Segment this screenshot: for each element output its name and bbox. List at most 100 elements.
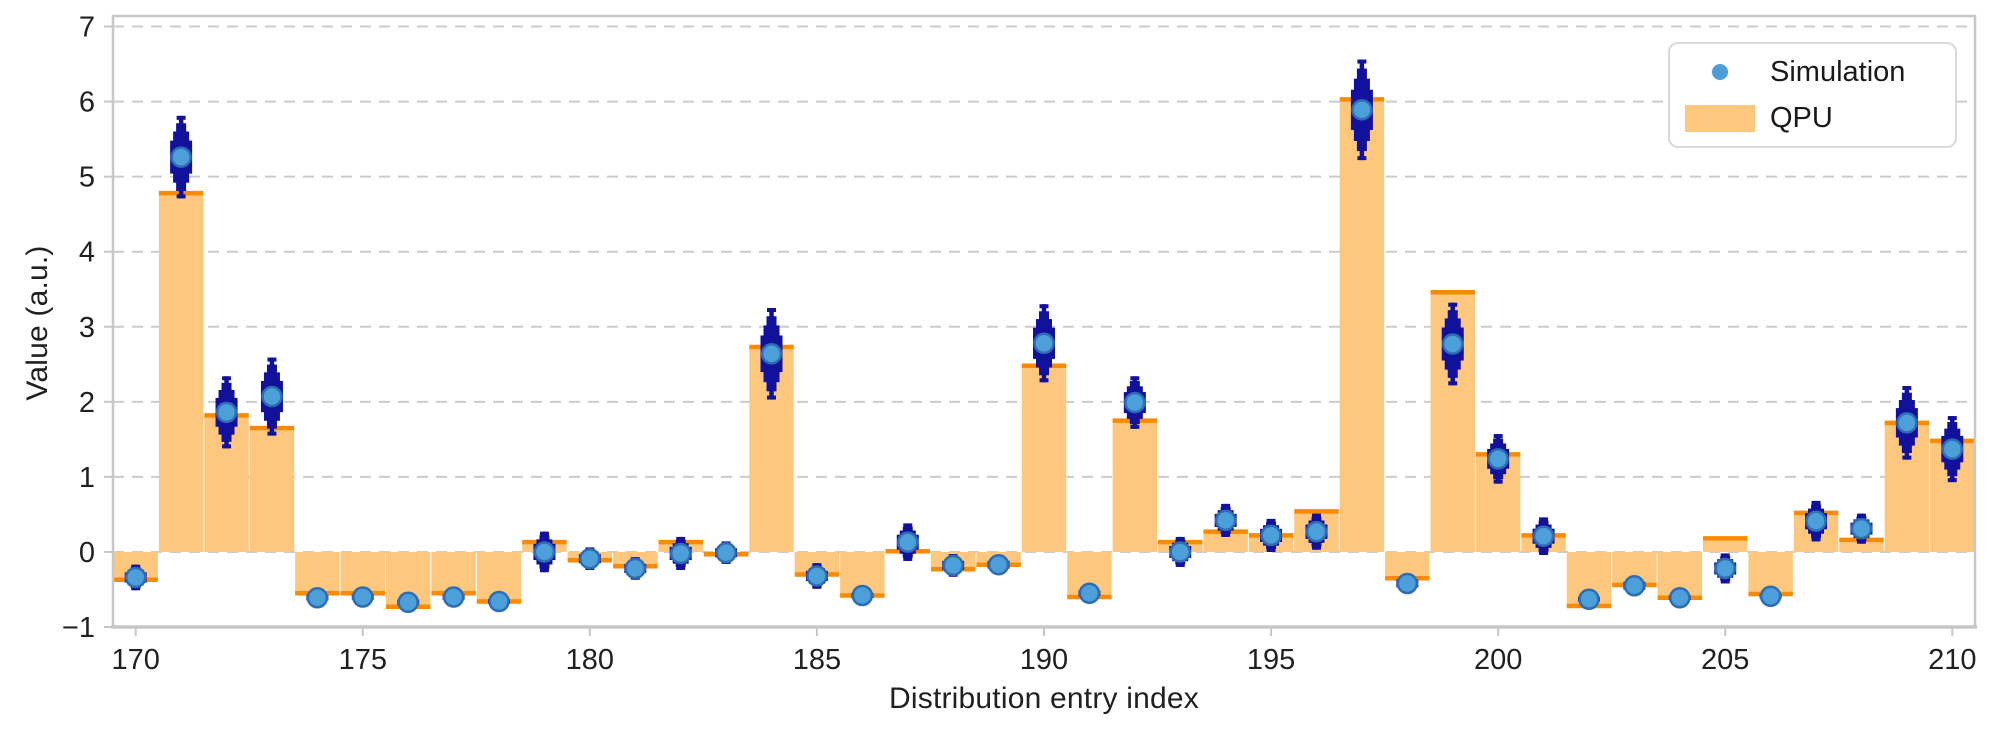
simulation-point: [715, 541, 738, 564]
y-axis-title: Value (a.u.): [21, 245, 54, 401]
simulation-point: [1623, 574, 1646, 597]
sim-errorbar-cap: [1221, 532, 1231, 537]
sim-marker: [1532, 525, 1555, 547]
x-tick-label: 185: [793, 644, 841, 676]
sim-errorbar-cap: [676, 536, 686, 541]
simulation-point: [1759, 585, 1782, 607]
x-tick-label: 200: [1474, 644, 1522, 676]
x-tick-label: 205: [1701, 644, 1749, 676]
sim-errorbar-cap: [1539, 550, 1549, 555]
sim-marker: [1078, 582, 1101, 604]
simulation-point: [1532, 517, 1555, 555]
sim-errorbar-cap: [1311, 545, 1321, 550]
sim-errorbar-cap: [767, 395, 777, 400]
sim-errorbar-cap: [539, 568, 549, 573]
sim-marker: [1441, 333, 1464, 355]
sim-marker: [624, 557, 647, 580]
qpu-bar: [1021, 365, 1067, 552]
y-tick-label: 6: [79, 87, 95, 119]
sim-marker: [488, 590, 510, 613]
legend-label-simulation: Simulation: [1770, 55, 1906, 88]
sim-marker: [397, 591, 419, 613]
y-tick-label: 7: [79, 12, 95, 44]
qpu-bar: [1339, 99, 1385, 552]
simulation-point: [1033, 304, 1055, 383]
sim-errorbar-cap: [1175, 536, 1185, 541]
sim-errorbar-cap: [1947, 416, 1957, 421]
simulation-point: [1668, 586, 1691, 609]
sim-marker: [124, 566, 147, 589]
legend-item-qpu: QPU: [1670, 99, 1955, 137]
simulation-point: [851, 584, 874, 607]
sim-errorbar-cap: [1266, 547, 1276, 552]
sim-errorbar-cap: [1357, 156, 1367, 161]
simulation-point: [624, 557, 647, 580]
qpu-bar: [158, 193, 204, 552]
sim-errorbar-cap: [903, 556, 913, 561]
sim-errorbar-cap: [767, 307, 777, 312]
simulation-point: [1396, 572, 1419, 595]
sim-marker: [1124, 391, 1146, 414]
simulation-point: [942, 554, 965, 577]
sim-errorbar-cap: [131, 564, 141, 569]
simulation-point: [1169, 536, 1192, 567]
sim-marker: [1214, 509, 1237, 532]
simulation-point: [1850, 513, 1873, 544]
sim-errorbar-cap: [1720, 553, 1730, 558]
x-tick-label: 195: [1247, 644, 1295, 676]
simulation-point: [578, 547, 601, 570]
sim-errorbar-cap: [812, 563, 822, 568]
sim-errorbar-cap: [1448, 302, 1458, 307]
simulation-point: [351, 586, 374, 608]
sim-errorbar-cap: [1039, 378, 1049, 383]
simulation-point: [1441, 302, 1464, 386]
simulation-point: [1805, 500, 1828, 542]
simulation-point: [805, 563, 828, 589]
sim-marker: [1578, 588, 1600, 610]
sim-errorbar-cap: [1266, 518, 1276, 523]
sim-marker: [1396, 572, 1419, 595]
y-tick-label: −1: [62, 612, 95, 644]
sim-marker: [215, 401, 238, 424]
x-tick-label: 170: [112, 644, 160, 676]
sim-errorbar-cap: [1720, 579, 1730, 584]
sim-errorbar-cap: [1856, 513, 1866, 518]
simulation-point: [1123, 376, 1146, 429]
sim-errorbar-cap: [1902, 386, 1912, 391]
sim-marker: [1941, 438, 1964, 460]
sim-marker: [942, 554, 964, 577]
simulation-points: [124, 59, 1964, 613]
axis-ticks: [104, 25, 1954, 636]
simulation-point: [987, 553, 1010, 576]
sim-errorbar-cap: [1039, 304, 1049, 309]
sim-marker: [442, 586, 465, 608]
sim-errorbar-cap: [1221, 503, 1231, 508]
simulation-point: [1714, 553, 1737, 584]
y-tick-label: 0: [79, 537, 95, 569]
y-tick-label: 2: [79, 387, 95, 419]
sim-errorbar-cap: [1357, 59, 1367, 64]
sim-marker: [669, 542, 692, 565]
qpu-bar: [249, 428, 295, 552]
sim-errorbar-cap: [1493, 434, 1503, 439]
sim-marker: [760, 343, 783, 365]
sim-marker: [1805, 510, 1827, 532]
simulation-point: [260, 357, 283, 436]
simulation-point: [170, 115, 193, 199]
sim-errorbar-cap: [267, 431, 277, 436]
y-tick-label: 3: [79, 312, 95, 344]
sim-errorbar-cap: [1130, 376, 1140, 381]
sim-errorbar-cap: [1856, 539, 1866, 544]
x-tick-label: 175: [339, 644, 387, 676]
simulation-point: [1305, 513, 1328, 550]
sim-marker: [1896, 412, 1918, 434]
sim-marker: [1260, 524, 1282, 547]
simulation-point: [669, 536, 692, 570]
x-tick-label: 210: [1928, 644, 1976, 676]
simulation-marker-icon: [1712, 64, 1728, 80]
sim-errorbar-cap: [222, 376, 232, 381]
simulation-point: [1078, 582, 1101, 604]
simulation-point: [760, 307, 783, 400]
sim-errorbar-cap: [176, 115, 186, 120]
